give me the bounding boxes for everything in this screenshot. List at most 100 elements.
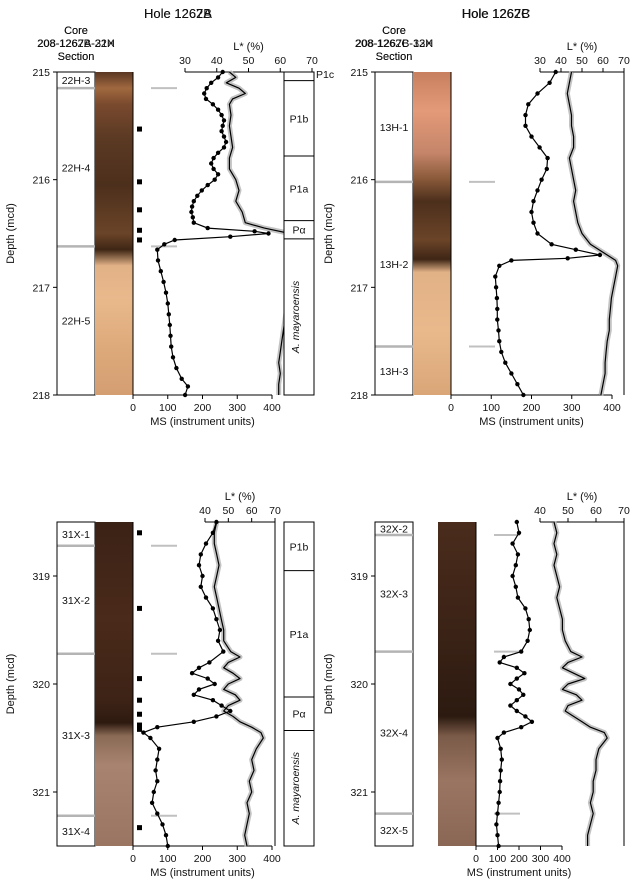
ms-point — [174, 365, 179, 371]
panel-title: Hole 1267B — [462, 6, 530, 21]
ms-axis-label: MS (instrument units) — [150, 416, 255, 428]
ms-point — [205, 676, 210, 681]
ms-point — [215, 150, 221, 155]
ms-point — [495, 306, 500, 312]
section-column — [374, 521, 414, 847]
ms-tick-label: 0 — [130, 853, 136, 865]
ms-point — [169, 344, 174, 349]
depth-axis-label: Depth (mcd) — [323, 654, 335, 715]
panel-title: Hole 1262B — [144, 6, 212, 21]
ms-point — [495, 833, 500, 838]
ms-point — [191, 220, 196, 225]
ms-point — [529, 719, 535, 724]
lstar-raw-series — [211, 521, 266, 847]
ms-point — [151, 789, 156, 795]
depth-tick-label: 321 — [32, 787, 50, 799]
ms-point — [498, 768, 503, 773]
ms-point — [204, 86, 209, 91]
lstar-axis-label: L* (%) — [567, 41, 598, 53]
ms-point — [493, 274, 498, 279]
ms-point — [223, 139, 229, 145]
ms-point — [597, 252, 603, 258]
section-label: 13H-3 — [380, 366, 409, 378]
ms-tick-label: 200 — [194, 853, 212, 865]
ms-point — [221, 649, 226, 654]
section-label: 31X-4 — [62, 826, 90, 838]
section-label: 32X-2 — [380, 523, 408, 535]
section-column — [374, 71, 414, 396]
zone-label: P1b — [290, 113, 309, 125]
ms-point — [209, 161, 214, 166]
core-photo — [95, 72, 133, 395]
ms-point — [210, 102, 216, 107]
ms-point — [501, 730, 507, 735]
sample-marker — [137, 722, 142, 728]
core-header-line: 208-1262C-13H — [355, 38, 433, 50]
lstar-tick-label: 30 — [534, 55, 546, 67]
ms-point — [499, 349, 504, 355]
sample-marker — [137, 227, 142, 233]
ms-point — [212, 681, 217, 687]
section-label: 32X-4 — [380, 728, 408, 740]
ms-point — [196, 563, 202, 568]
ms-point — [155, 725, 160, 730]
ms-tick-label: 400 — [603, 402, 621, 414]
ms-point — [148, 735, 153, 741]
ms-point — [214, 519, 219, 525]
sample-marker — [137, 237, 142, 243]
ms-point — [496, 800, 501, 805]
ms-point — [221, 118, 227, 123]
ms-point — [494, 295, 500, 301]
ms-point — [519, 725, 524, 730]
ms-point — [163, 833, 169, 838]
ms-point — [509, 371, 514, 376]
ms-point — [172, 237, 177, 243]
ms-point — [228, 708, 233, 714]
ms-point — [220, 69, 225, 75]
ms-point — [514, 676, 519, 681]
ms-point — [531, 199, 536, 204]
section-column — [56, 71, 96, 396]
core-header-line: Core — [64, 25, 88, 37]
lstar-axis-label: L* (%) — [567, 491, 598, 503]
sample-marker — [137, 530, 142, 536]
section-label: 31X-1 — [62, 529, 90, 541]
ms-point — [155, 779, 160, 784]
ms-point — [527, 627, 532, 633]
ms-tick-label: 0 — [473, 853, 479, 865]
core-header-line: Section — [376, 51, 413, 63]
zone-label: A. mayaroensis — [290, 751, 302, 825]
core-header-line: 208-1267A-31X — [37, 38, 115, 50]
ms-point — [156, 746, 162, 751]
lstar-tick-label: 50 — [222, 505, 234, 517]
ms-point — [155, 258, 161, 263]
ms-point — [573, 247, 578, 252]
ms-point — [266, 231, 271, 236]
ms-point — [521, 692, 526, 697]
ms-point — [179, 376, 184, 381]
core-photo — [413, 72, 451, 395]
ms-point — [209, 80, 214, 86]
ms-point — [523, 714, 528, 719]
core-header-line: Section — [58, 51, 95, 63]
panel-title: Hole 1267A — [144, 6, 212, 21]
ms-point — [496, 843, 501, 849]
section-label: 22H-5 — [62, 316, 91, 328]
ms-point — [523, 112, 528, 118]
lstar-series — [225, 71, 304, 395]
lstar-series — [553, 521, 608, 846]
ms-point — [191, 719, 196, 724]
zone-label: Pα — [292, 225, 305, 237]
lstar-tick-label: 60 — [246, 505, 258, 517]
core-photo — [438, 522, 476, 846]
depth-tick-label: 321 — [350, 787, 368, 799]
core-header-line: Core — [382, 25, 406, 37]
ms-point — [196, 665, 202, 670]
zone-column — [283, 71, 315, 396]
lstar-tick-label: 60 — [597, 55, 609, 67]
lstar-axis-label: L* (%) — [233, 41, 264, 53]
